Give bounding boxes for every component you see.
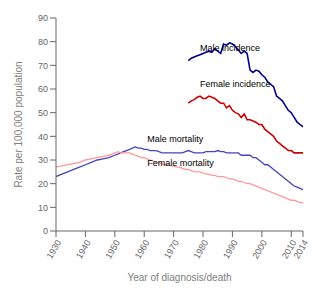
svg-text:10: 10 bbox=[38, 203, 48, 213]
svg-text:2000: 2000 bbox=[250, 238, 269, 260]
svg-text:80: 80 bbox=[38, 37, 48, 47]
svg-text:1980: 1980 bbox=[192, 238, 211, 260]
svg-text:Year of diagnosis/death: Year of diagnosis/death bbox=[127, 272, 231, 283]
svg-text:1960: 1960 bbox=[133, 238, 152, 260]
svg-text:70: 70 bbox=[38, 61, 48, 71]
svg-text:1990: 1990 bbox=[221, 238, 240, 260]
svg-text:Female mortality: Female mortality bbox=[147, 158, 214, 168]
svg-text:1970: 1970 bbox=[162, 238, 181, 260]
svg-text:Female incidence: Female incidence bbox=[200, 79, 271, 89]
svg-text:90: 90 bbox=[38, 13, 48, 23]
svg-text:Rate per 100,000 population: Rate per 100,000 population bbox=[13, 61, 24, 187]
svg-text:20: 20 bbox=[38, 179, 48, 189]
svg-text:Male incidence: Male incidence bbox=[200, 43, 260, 53]
svg-text:0: 0 bbox=[43, 226, 48, 236]
svg-text:2010: 2010 bbox=[279, 238, 299, 261]
svg-text:1930: 1930 bbox=[45, 238, 64, 260]
svg-text:Male mortality: Male mortality bbox=[147, 134, 204, 144]
svg-text:40: 40 bbox=[38, 132, 48, 142]
svg-text:2014: 2014 bbox=[292, 238, 311, 260]
svg-text:1950: 1950 bbox=[103, 238, 122, 260]
svg-text:30: 30 bbox=[38, 155, 48, 165]
svg-text:60: 60 bbox=[38, 84, 48, 94]
svg-text:50: 50 bbox=[38, 108, 48, 118]
svg-text:1940: 1940 bbox=[74, 238, 93, 260]
